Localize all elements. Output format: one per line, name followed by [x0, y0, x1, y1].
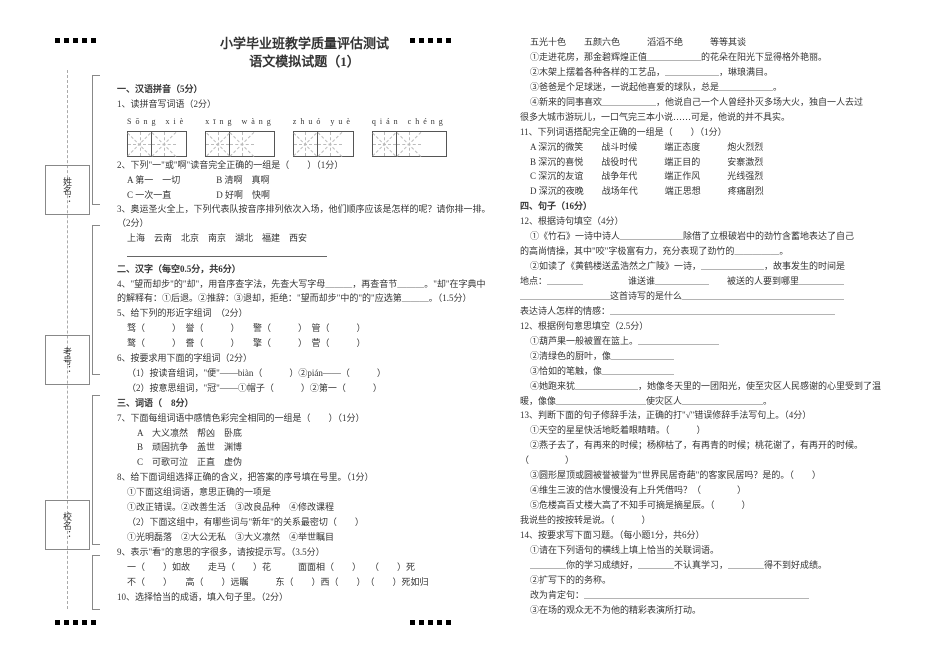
q13d: ③圆形屋顶或圆被誉被誉为"世界民居奇葩"的客家民居吗？是的。（ ） — [520, 469, 895, 483]
section-4: 四、句子（16分） — [520, 200, 895, 214]
pinyin-item-1: Sōng xiè — [127, 116, 187, 156]
r7: 11、下列词语搭配完全正确的一组是（ ）（1分） — [520, 126, 895, 140]
char-box-1 — [127, 131, 187, 157]
q14b: ＿＿＿＿你的学习成绩好，＿＿＿＿不认真学习，＿＿＿＿得不到好成绩。 — [520, 559, 895, 573]
q8: 8、给下面词组选择正确的含义，把答案的序号填在号里。（1分） — [117, 471, 492, 485]
title-line2: 语文模拟试题（1） — [117, 53, 492, 71]
q8c: （2）下面这组中，有哪些词与"新年"的关系最密切（ ） — [117, 516, 492, 530]
char-box-2 — [205, 131, 275, 157]
r7d: D 深沉的夜晚 战场年代 端正思想 疼痛剧烈 — [520, 185, 895, 199]
r7a: A 深沉的微笑 战斗时候 端正态度 炮火烈烈 — [520, 141, 895, 155]
q7: 7、下面每组词语中感情色彩完全相同的一组是（ ）（1分） — [117, 412, 492, 426]
pinyin-item-3: zhuó yuè — [293, 116, 354, 156]
q4: 4、"望而却步"的"却"，用音序查字法，先查大写字母＿＿＿，再查音节＿＿＿。"却… — [117, 278, 492, 306]
q9: 9、表示"看"的意思的字很多，请按提示写。（3.5分） — [117, 546, 492, 560]
pinyin-row: Sōng xiè xīng wàng zhuó yuè qián chéng — [127, 116, 492, 156]
title-line1: 小学毕业班教学质量评估测试 — [117, 35, 492, 53]
q14e: ③在场的观众无不为他的精彩表演所打动。 — [520, 604, 895, 618]
registration-dots-br — [410, 620, 451, 625]
q13f: ⑤危楼高百丈楼大高了不知手可摘是摘星辰。（ ） — [520, 499, 895, 513]
page-content: 小学毕业班教学质量评估测试 语文模拟试题（1） 一、汉语拼音（5分） 1、读拼音… — [0, 35, 895, 619]
r5: ④新来的同事喜欢＿＿＿＿＿＿，他说自己一个人曾经扑灭多场大火，独自一人去过 — [520, 96, 895, 110]
q3: 3、奥运圣火全上，下列代表队按音序排列依次入场，他们顺序应该是怎样的呢？请你排一… — [117, 203, 492, 231]
r4: ③爸爸是个足球迷，一说起他喜爱的球队，总是＿＿＿＿＿＿。 — [520, 81, 895, 95]
q14: 14、按要求写下面习题。（每小题1分，共6分） — [520, 529, 895, 543]
q12c: ②如读了《黄鹤楼送孟浩然之广陵》一诗，＿＿＿＿＿＿＿，故事发生的时间是 — [520, 260, 895, 274]
left-column: 小学毕业班教学质量评估测试 语文模拟试题（1） 一、汉语拼音（5分） 1、读拼音… — [117, 35, 492, 619]
q2: 2、下列"一"或"啊"读音完全正确的一组是（ ）（1分） — [117, 159, 492, 173]
q13g: 我说些的按按转是说。（ ） — [520, 514, 895, 528]
q12: 12、根据诗句填空（4分） — [520, 215, 895, 229]
pinyin-label-2: xīng wàng — [205, 116, 275, 128]
q13e: ④维生三波的信水慢慢没有上升凭借吗？（ ） — [520, 484, 895, 498]
char-box-3 — [293, 131, 354, 157]
r1: 五光十色 五颜六色 滔滔不绝 等等其谈 — [520, 36, 895, 50]
r2: ①走进花房，那金碧辉煌正值＿＿＿＿＿＿的花朵在阳光下显得格外艳丽。 — [520, 51, 895, 65]
q14c: ②扩写下的的务称。 — [520, 574, 895, 588]
q12f: 表达诗人怎样的情感：＿＿＿＿＿＿＿＿＿＿＿＿＿＿＿＿＿＿＿＿＿＿＿＿＿ — [520, 305, 895, 319]
q9b: 不（ ） 高（ ）远瞩 东（ ）西（ ） （ ）死如归 — [117, 576, 492, 590]
q12i: ③恰如的笔触，像＿＿＿＿＿＿＿＿ — [520, 365, 895, 379]
q8b: ①改正错误。②改善生活 ③改良品种 ④修改课程 — [117, 501, 492, 515]
q6a: （1）按读音组词，"便"——biàn（ ）②pián——（ ） — [117, 367, 492, 381]
char-box-4 — [372, 131, 447, 157]
q9a: 一（ ）如故 走马（ ）花 面面相（ ） （ ）死 — [117, 561, 492, 575]
q3-blank — [117, 247, 492, 262]
q3a: 上海 云南 北京 南京 湖北 福建 西安 — [117, 232, 492, 246]
q14a: ①请在下列语句的横线上填上恰当的关联词语。 — [520, 544, 895, 558]
q12e: ＿＿＿＿＿＿＿＿＿＿这首诗写的是什么＿＿＿＿＿＿＿＿＿＿＿＿＿＿＿＿＿＿ — [520, 290, 895, 304]
q12g: ①葫芦果一般被置在篮上。＿＿＿＿＿＿＿＿＿ — [520, 335, 895, 349]
pinyin-label-1: Sōng xiè — [127, 116, 187, 128]
exam-title: 小学毕业班教学质量评估测试 语文模拟试题（1） — [117, 35, 492, 71]
q12a: ①《竹石》一诗中诗人＿＿＿＿＿＿＿除借了立根破岩中的劲竹含蓄地表达了自己 — [520, 230, 895, 244]
r7b: B 深沉的喜悦 战役时代 端正目的 安寨激烈 — [520, 156, 895, 170]
q13: 13、判断下面的句子修辞手法，正确的打"√"错误修辞手法写句上。（4分） — [520, 409, 895, 423]
q6: 6、按要求用下面的字组词（2分） — [117, 352, 492, 366]
q7b: B 顽固抗争 盖世 渊博 — [117, 441, 492, 455]
q5a: 骛（ ） 誉（ ） 警（ ） 管（ ） — [117, 322, 492, 336]
q12h: ②清绿色的厨叶，像＿＿＿＿＿＿＿ — [520, 350, 895, 364]
q13c: （ ） — [520, 454, 895, 468]
q12t: 12、根据例句意思填空（2.5分） — [520, 320, 895, 334]
q7c: C 可歌可泣 正直 虚伪 — [117, 456, 492, 470]
q5: 5、给下列的形近字组词 （2分） — [117, 307, 492, 321]
pinyin-item-4: qián chéng — [372, 116, 447, 156]
q2b: C 一次一直 D 好啊 快啊 — [117, 189, 492, 203]
q5b: 鹜（ ） 誊（ ） 擎（ ） 菅（ ） — [117, 337, 492, 351]
q12k: 暖，像像＿＿＿＿＿＿＿＿＿＿使灾区人＿＿＿＿＿＿＿＿＿。 — [520, 395, 895, 409]
pinyin-label-3: zhuó yuè — [293, 116, 354, 128]
q13a: ①天空的星星快活地眨着眼睛睛。（ ） — [520, 424, 895, 438]
q12d: 地点：＿＿＿＿ 谁送谁＿＿＿＿＿＿ 被送的人要到哪里＿＿＿＿＿ — [520, 275, 895, 289]
q1: 1、读拼音写词语（2分） — [117, 98, 492, 112]
section-1: 一、汉语拼音（5分） — [117, 83, 492, 97]
q6b: （2）按意思组词，"冠"——①帽子（ ）②第一（ ） — [117, 382, 492, 396]
q10: 10、选择恰当的成语，填入句子里。（2分） — [117, 591, 492, 605]
q14d: 改为肯定句：＿＿＿＿＿＿＿＿＿＿＿＿＿＿＿＿＿＿＿＿＿＿＿＿＿ — [520, 589, 895, 603]
pinyin-label-4: qián chéng — [372, 116, 447, 128]
q12b: 的高尚情操，其中"咬"字极富有力，充分表现了劲竹的＿＿＿＿＿。 — [520, 245, 895, 259]
section-2: 二、汉字（每空0.5分，共6分） — [117, 263, 492, 277]
q8d: ①光明磊落 ②大公无私 ③大义凛然 ④举世瞩目 — [117, 531, 492, 545]
section-3: 三、词语（ 8分） — [117, 397, 492, 411]
r7c: C 深沉的友谊 战争年代 端正作风 光线强烈 — [520, 170, 895, 184]
q7a: A 大义凛然 帮凶 卧底 — [117, 427, 492, 441]
right-column: 五光十色 五颜六色 滔滔不绝 等等其谈 ①走进花房，那金碧辉煌正值＿＿＿＿＿＿的… — [520, 35, 895, 619]
registration-dots-bl — [55, 620, 96, 625]
r3: ②木架上摆着各种各样的工艺品，＿＿＿＿＿＿，琳琅满目。 — [520, 66, 895, 80]
q13b: ②燕子去了，有再来的时候；杨柳枯了，有再青的时候；桃花谢了，有再开的时候。 — [520, 439, 895, 453]
pinyin-item-2: xīng wàng — [205, 116, 275, 156]
r6: 很多大城市游玩儿，一口气完三本小说……可是，他说的并不具实。 — [520, 111, 895, 125]
q8a: ①下面这组词语，意思正确的一项是 — [117, 486, 492, 500]
q2a: A 第一 一切 B 清啊 真啊 — [117, 174, 492, 188]
q12j: ④她跑来犹＿＿＿＿＿＿＿，她像冬天里的一团阳光，使至灾区人民感谢的心里受到了温 — [520, 380, 895, 394]
